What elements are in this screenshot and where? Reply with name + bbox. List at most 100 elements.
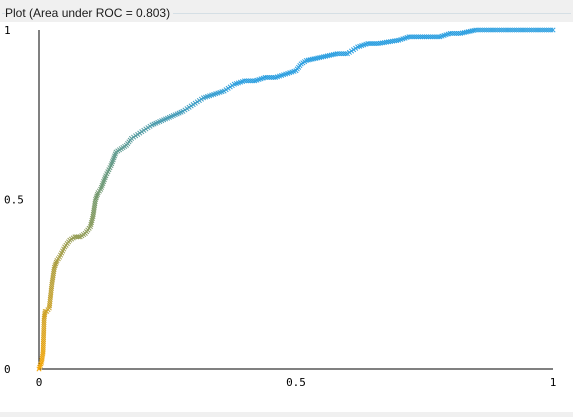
roc-point (484, 27, 490, 33)
roc-point (475, 27, 481, 33)
x-tick-label: 0.5 (286, 376, 306, 389)
roc-point (486, 27, 492, 33)
roc-point (408, 34, 414, 40)
roc-point (412, 34, 418, 40)
roc-point (338, 51, 344, 57)
roc-point (371, 41, 377, 47)
roc-point (369, 41, 375, 47)
roc-point (514, 27, 520, 33)
roc-point (537, 27, 543, 33)
roc-point (418, 34, 424, 40)
roc-point (531, 27, 537, 33)
roc-point (429, 34, 435, 40)
roc-point (451, 30, 457, 36)
roc-point (41, 319, 47, 325)
roc-point (336, 51, 342, 57)
roc-point (453, 30, 459, 36)
roc-point (416, 34, 422, 40)
roc-point (262, 74, 268, 81)
roc-point (449, 30, 455, 36)
roc-point (522, 27, 528, 33)
roc-point (492, 27, 498, 33)
roc-point (499, 27, 505, 33)
roc-point (533, 27, 539, 33)
roc-point (490, 27, 496, 33)
roc-curve (36, 27, 556, 372)
roc-point (516, 27, 522, 33)
roc-point (509, 27, 515, 33)
roc-point (501, 27, 507, 33)
roc-point (435, 34, 441, 40)
roc-point (550, 27, 556, 33)
roc-point (41, 324, 47, 330)
roc-point (40, 336, 47, 342)
roc-point (248, 78, 254, 84)
y-tick-label: 0 (4, 363, 11, 376)
roc-point (494, 27, 500, 33)
roc-point (431, 34, 437, 40)
roc-point (266, 74, 272, 81)
roc-point (455, 30, 461, 36)
roc-point (342, 51, 348, 57)
roc-point (365, 41, 371, 47)
roc-point (264, 74, 270, 81)
roc-point (473, 27, 479, 33)
roc-point (539, 27, 545, 33)
roc-point (42, 308, 48, 314)
roc-point (373, 41, 379, 47)
y-tick-label: 0.5 (4, 194, 24, 207)
roc-point (425, 34, 431, 40)
roc-point (505, 27, 511, 33)
roc-point (503, 27, 509, 33)
roc-point (548, 27, 554, 33)
roc-point (421, 34, 428, 40)
roc-point (41, 332, 47, 338)
y-tick-label: 1 (4, 24, 11, 37)
roc-point (41, 334, 47, 340)
roc-chart: 0 0.5 1 0 0.5 1 (4, 24, 556, 389)
roc-point (410, 34, 416, 40)
roc-point (546, 27, 552, 33)
roc-point (496, 27, 503, 33)
roc-point (244, 78, 250, 84)
roc-point (520, 27, 526, 33)
roc-point (75, 234, 81, 240)
roc-point (511, 27, 518, 33)
roc-point (535, 27, 541, 33)
roc-point (447, 30, 453, 36)
roc-point (41, 330, 47, 336)
roc-point (481, 27, 488, 33)
roc-point (40, 347, 46, 353)
roc-point (526, 27, 532, 33)
roc-point (40, 349, 46, 355)
roc-point (334, 51, 340, 57)
roc-point (41, 328, 47, 334)
roc-point (524, 27, 530, 33)
roc-point (420, 34, 426, 40)
x-tick-label: 0 (36, 376, 43, 389)
roc-point (242, 78, 248, 84)
roc-point (427, 34, 433, 40)
roc-point (507, 27, 513, 33)
roc-point (544, 27, 550, 33)
roc-point (40, 338, 46, 345)
roc-point (414, 34, 420, 40)
roc-point (529, 27, 535, 33)
roc-point (541, 27, 547, 33)
roc-point (250, 78, 256, 84)
tick-labels: 0 0.5 1 0 0.5 1 (4, 24, 556, 389)
roc-point (340, 51, 346, 57)
plot-title-bar: Plot (Area under ROC = 0.803) (0, 0, 573, 22)
roc-point (40, 343, 46, 349)
roc-point (41, 326, 47, 332)
roc-point (433, 34, 439, 40)
roc-point (268, 74, 274, 81)
title-divider (2, 13, 571, 14)
plot-area: 0 0.5 1 0 0.5 1 (0, 22, 573, 412)
roc-point (406, 34, 412, 40)
axes (38, 30, 553, 370)
roc-point (477, 27, 483, 33)
roc-point (246, 78, 252, 84)
plot-title: Plot (Area under ROC = 0.803) (5, 6, 174, 20)
roc-point (518, 27, 524, 33)
